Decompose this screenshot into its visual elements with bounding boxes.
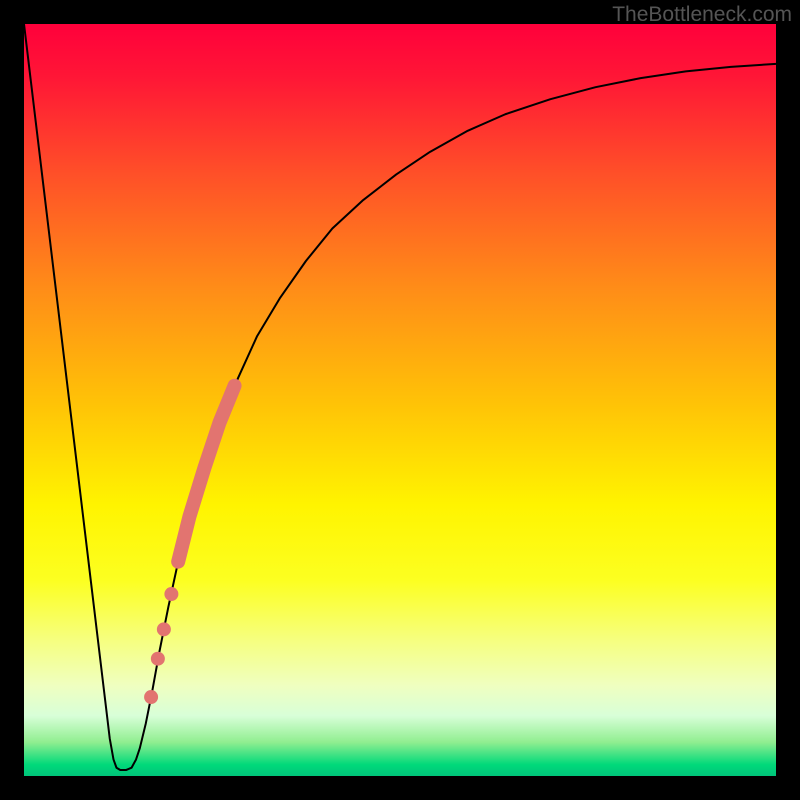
- chart-container: TheBottleneck.com: [0, 0, 800, 800]
- watermark-text: TheBottleneck.com: [612, 3, 792, 27]
- highlight-dot: [144, 690, 158, 704]
- highlight-dot: [151, 652, 165, 666]
- highlight-dot: [164, 587, 178, 601]
- bottleneck-chart: [0, 0, 800, 800]
- plot-background: [24, 24, 776, 776]
- highlight-dot: [157, 622, 171, 636]
